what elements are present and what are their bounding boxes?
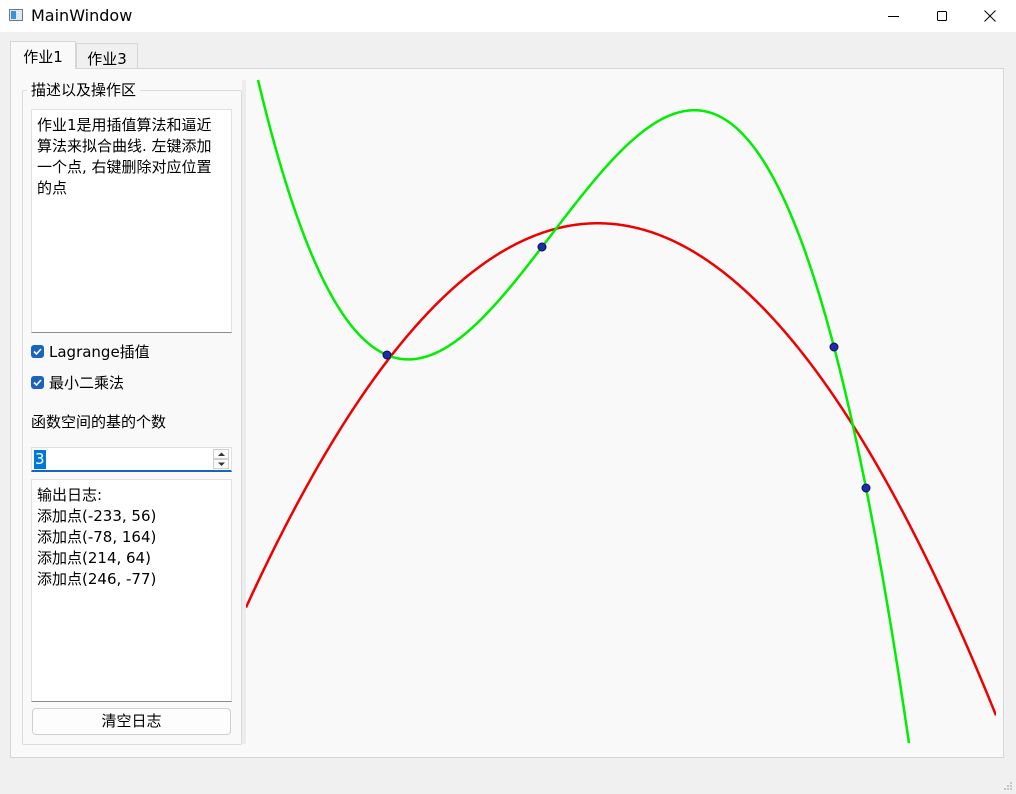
splitter-handle[interactable] — [242, 80, 246, 744]
title-bar[interactable]: MainWindow — [0, 0, 1016, 32]
arrow-up-icon — [218, 452, 225, 456]
log-line: 添加点(-78, 164) — [37, 528, 157, 546]
checkbox-checked-icon — [31, 344, 44, 358]
basis-count-spinbox[interactable]: 3 — [31, 447, 232, 472]
basis-count-value[interactable]: 3 — [34, 450, 46, 469]
least-squares-checkbox[interactable]: 最小二乘法 — [31, 372, 124, 392]
clear-log-button[interactable]: 清空日志 — [32, 708, 231, 735]
maximize-button[interactable] — [919, 0, 965, 32]
data-point-3[interactable] — [829, 342, 839, 352]
group-title: 描述以及操作区 — [27, 79, 141, 100]
log-line: 输出日志: — [37, 486, 103, 504]
tab-label: 作业1 — [23, 48, 63, 66]
lagrange-curve — [256, 79, 911, 744]
checkbox-label: Lagrange插值 — [49, 342, 150, 361]
log-line: 添加点(-233, 56) — [37, 507, 157, 525]
plot-canvas[interactable] — [246, 79, 996, 751]
spin-up-button[interactable] — [213, 449, 229, 459]
data-point-4[interactable] — [861, 483, 871, 493]
basis-count-label: 函数空间的基的个数 — [31, 413, 167, 431]
close-icon — [984, 10, 996, 22]
app-icon — [9, 9, 23, 21]
log-line: 添加点(214, 64) — [37, 549, 151, 567]
output-log[interactable]: 输出日志: 添加点(-233, 56) 添加点(-78, 164) 添加点(21… — [31, 479, 232, 702]
tab-homework-1[interactable]: 作业1 — [10, 41, 76, 69]
lagrange-checkbox[interactable]: Lagrange插值 — [31, 341, 150, 361]
minimize-icon — [888, 16, 899, 17]
tab-label: 作业3 — [87, 50, 127, 68]
maximize-icon — [937, 11, 947, 21]
tab-homework-3[interactable]: 作业3 — [76, 43, 138, 69]
window-title: MainWindow — [31, 6, 133, 25]
spin-down-button[interactable] — [213, 459, 229, 469]
resize-grip-icon[interactable] — [1003, 781, 1013, 791]
checkbox-label: 最小二乘法 — [49, 373, 125, 392]
log-line: 添加点(246, -77) — [37, 570, 157, 588]
data-point-1[interactable] — [382, 350, 392, 360]
description-textbox[interactable]: 作业1是用插值算法和逼近算法来拟合曲线. 左键添加一个点, 右键删除对应位置的点 — [31, 109, 232, 333]
least-squares-curve — [246, 222, 996, 716]
arrow-down-icon — [218, 462, 225, 466]
minimize-button[interactable] — [871, 0, 917, 32]
close-button[interactable] — [967, 0, 1013, 32]
checkbox-checked-icon — [31, 375, 44, 389]
data-point-2[interactable] — [537, 242, 547, 252]
